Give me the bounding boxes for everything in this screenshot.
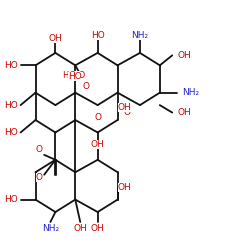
Text: HO O: HO O (63, 71, 85, 80)
Text: O: O (36, 145, 43, 154)
Text: HO: HO (4, 128, 18, 137)
Text: OH: OH (91, 224, 104, 234)
Text: HO: HO (4, 195, 18, 204)
Text: OH: OH (74, 224, 87, 234)
Text: OH: OH (118, 103, 131, 112)
Text: NH₂: NH₂ (42, 224, 59, 234)
Text: OH: OH (91, 140, 104, 149)
Text: HO: HO (4, 61, 18, 70)
Text: O: O (124, 108, 131, 117)
Text: OH: OH (118, 183, 131, 192)
Text: OH: OH (48, 34, 62, 43)
Text: HO: HO (68, 72, 82, 81)
Text: O: O (36, 173, 43, 182)
Text: NH₂: NH₂ (131, 32, 148, 40)
Text: NH₂: NH₂ (182, 88, 199, 97)
Text: O: O (83, 82, 90, 91)
Text: OH: OH (177, 51, 191, 60)
Text: HO: HO (91, 32, 104, 40)
Text: O: O (94, 113, 101, 122)
Text: HO: HO (4, 100, 18, 110)
Text: OH: OH (177, 108, 191, 117)
